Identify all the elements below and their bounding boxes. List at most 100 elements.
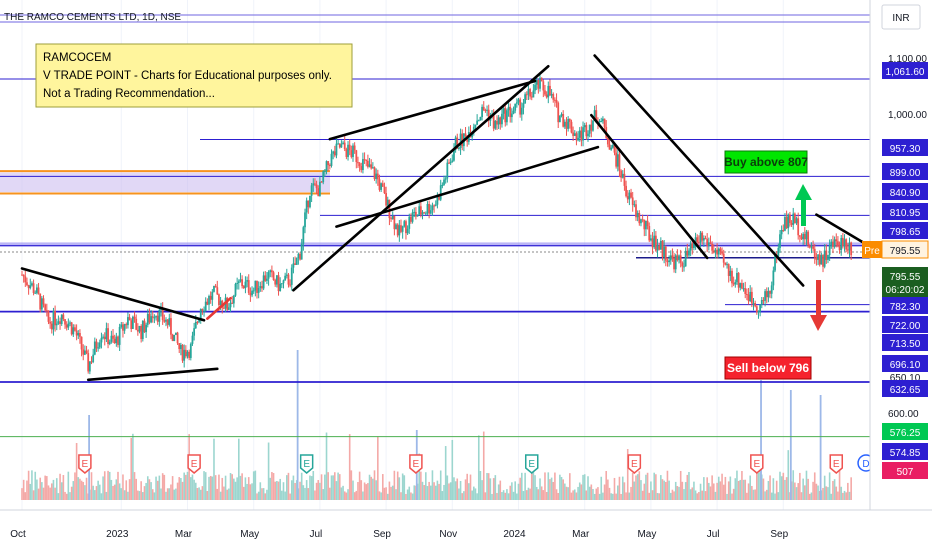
volume-bar [199, 489, 202, 500]
volume-bar [792, 470, 795, 500]
candle-body [125, 324, 128, 326]
earnings-marker[interactable]: E [299, 454, 314, 474]
candle-body [80, 336, 83, 350]
candle-body [525, 94, 528, 96]
volume-bar [651, 490, 654, 500]
candle-body [170, 318, 172, 335]
volume-bar [246, 483, 248, 500]
marker-letter: D [862, 459, 869, 470]
volume-bar [562, 479, 564, 500]
candle-body [82, 349, 85, 355]
candle-body [441, 184, 444, 186]
marker-letter: E [191, 459, 198, 470]
trendline[interactable] [593, 54, 805, 287]
trendline[interactable] [86, 367, 219, 382]
volume-bar [605, 470, 608, 500]
volume-bar [348, 434, 351, 500]
candle-body [275, 275, 278, 285]
volume-bar [79, 478, 81, 500]
trendline[interactable] [335, 145, 600, 228]
candle-body [357, 162, 359, 164]
candle-body [140, 325, 143, 340]
candle-body [267, 272, 270, 279]
volume-bar [621, 476, 624, 500]
candle-body [606, 137, 609, 145]
earnings-marker[interactable]: E [78, 454, 92, 474]
trendline[interactable] [815, 213, 871, 248]
candle-body [593, 110, 596, 121]
earnings-marker[interactable]: E [829, 454, 844, 474]
earnings-marker[interactable]: E [750, 454, 764, 474]
earnings-marker[interactable]: E [409, 454, 423, 474]
volume-bar [570, 492, 573, 500]
price-tag: 810.95 [882, 203, 928, 220]
volume-bar [24, 492, 27, 500]
volume-bar [845, 492, 847, 500]
candle-body [241, 279, 244, 287]
volume-bar [95, 486, 98, 500]
candle-body [648, 226, 651, 241]
candle-body [843, 239, 846, 247]
volume-bar [469, 474, 472, 500]
volume-bar [815, 483, 818, 500]
candle-body [830, 241, 833, 246]
earnings-marker[interactable]: E [524, 454, 539, 474]
volume-bar [847, 482, 849, 500]
trendline[interactable] [292, 64, 550, 292]
volume-bar [327, 472, 329, 500]
candle-body [653, 235, 656, 248]
candle-body [664, 246, 667, 261]
trendline[interactable] [328, 79, 537, 141]
price-tag-label: 507 [897, 467, 914, 478]
candle-body [759, 304, 762, 312]
candle-body [304, 212, 306, 228]
volume-bar [833, 479, 836, 500]
trendline[interactable] [206, 296, 232, 320]
candle-body [274, 280, 277, 285]
volume-bar [635, 475, 637, 500]
volume-bar [516, 493, 518, 500]
time-axis[interactable]: Oct 2023 Mar May Jul Sep Nov 2024 Mar May Jul Sep [0, 509, 932, 540]
resistance-band [0, 242, 870, 247]
candle-body [608, 144, 611, 150]
candle-body [721, 251, 723, 254]
volume-bar [287, 472, 290, 500]
candle-body [171, 334, 174, 342]
price-tag: 722.00 [882, 316, 928, 333]
candle-body [582, 127, 584, 141]
candle-body [769, 290, 771, 294]
candle-body [520, 107, 523, 115]
candle-body [347, 144, 349, 157]
volume-bar [34, 471, 37, 500]
candle-body [127, 317, 129, 326]
candle-body [517, 99, 520, 103]
volume-bar [810, 492, 813, 500]
volume-bar [393, 470, 396, 500]
earnings-marker[interactable]: E [187, 454, 201, 474]
volume-bar [691, 487, 694, 500]
candle-body [338, 143, 341, 148]
candle-body [590, 124, 593, 131]
volume-bar [276, 480, 278, 500]
candle-body [616, 154, 619, 167]
volume-bar [324, 474, 326, 500]
earnings-marker[interactable]: E [627, 454, 642, 474]
trendline[interactable] [590, 113, 709, 260]
trendline[interactable] [20, 267, 206, 322]
volume-bar [590, 484, 593, 500]
volume-bar [137, 490, 139, 500]
volume-bar [377, 436, 379, 500]
candle-body [734, 282, 737, 285]
candle-body [343, 142, 346, 150]
price-tag-label: 713.50 [890, 339, 921, 350]
volume-bar [575, 492, 578, 500]
note-line-3: Not a Trading Recommendation... [43, 88, 215, 100]
volume-bar [664, 481, 667, 500]
currency-badge[interactable] [881, 4, 921, 30]
candle-body [188, 351, 191, 358]
candle-body [161, 308, 164, 321]
volume-bar [711, 475, 713, 500]
candle-body [572, 132, 575, 136]
volume-bar [146, 476, 149, 500]
